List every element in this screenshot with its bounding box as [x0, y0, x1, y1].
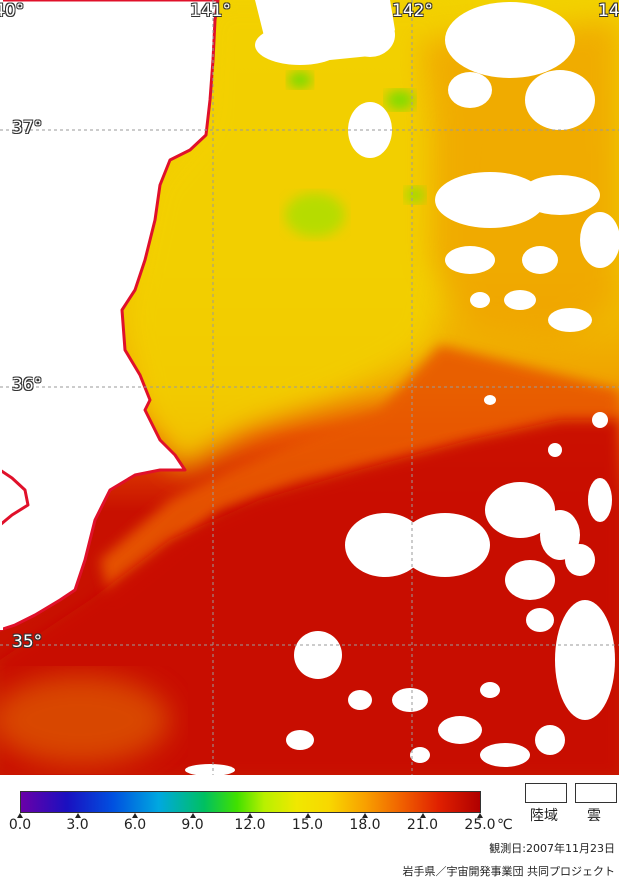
land-edge	[0, 462, 2, 530]
legend-panel: 0.0 3.0 6.0 9.0 12.0 15.0 18.0 21.0 25.0 ℃ 陸域 雲 …	[0, 775, 619, 881]
temperature-colorbar	[20, 791, 481, 813]
observation-date: 観測日:2007年11月23日	[489, 842, 615, 855]
longitude-label: 141°	[190, 1, 231, 21]
sst-map: 40° 141° 142° 14 37° 36° 35°	[0, 0, 619, 775]
colorbar-tick-label: 25.0	[464, 817, 496, 833]
latitude-label: 35°	[12, 632, 43, 652]
cloud-legend-label: 雲	[587, 808, 601, 824]
cold-patch	[288, 72, 312, 88]
colorbar-tick	[189, 813, 196, 818]
land-legend-label: 陸域	[530, 808, 558, 824]
sst-map-canvas	[0, 0, 619, 775]
colorbar-tick-label: 6.0	[123, 817, 147, 833]
land-swatch	[525, 783, 567, 803]
colorbar-tick-label: 21.0	[406, 817, 439, 833]
colorbar-tick	[17, 813, 23, 818]
kuroshio-front	[100, 345, 619, 600]
colorbar-tick	[419, 813, 426, 818]
colorbar-tick	[132, 813, 138, 818]
kuroshio-warm-core	[0, 420, 619, 775]
land-honshu	[0, 0, 220, 632]
cold-patch	[405, 187, 425, 203]
unit-label: ℃	[497, 817, 513, 833]
warm-eddy	[0, 675, 170, 765]
credit-text: 岩手県／宇宙開発事業団 共同プロジェクト	[402, 865, 616, 878]
latitude-label: 37°	[12, 118, 43, 138]
longitude-label: 14	[598, 1, 619, 21]
cloud-mask	[185, 0, 619, 775]
colorbar-tick-label: 12.0	[234, 817, 266, 833]
cloud-swatch	[575, 783, 617, 803]
land-peninsula	[0, 468, 30, 527]
colorbar-tick-label: 18.0	[349, 817, 381, 833]
colorbar-tick	[477, 813, 483, 818]
colorbar-tick	[304, 813, 311, 818]
cold-patch	[386, 90, 414, 110]
colorbar-tick	[74, 813, 81, 818]
colorbar-tick-label: 9.0	[181, 817, 204, 833]
colorbar-tick-label: 15.0	[291, 817, 324, 833]
land-edge	[0, 0, 3, 630]
colorbar-tick	[362, 813, 368, 818]
latitude-label: 36°	[12, 375, 43, 395]
longitude-label: 40°	[0, 1, 25, 21]
colorbar-tick-label: 0.0	[8, 817, 32, 833]
cold-patch	[285, 193, 345, 237]
longitude-label: 142°	[392, 1, 433, 21]
colorbar-tick	[247, 813, 253, 818]
graticule	[0, 0, 619, 775]
colorbar-tick-label: 3.0	[66, 817, 89, 833]
